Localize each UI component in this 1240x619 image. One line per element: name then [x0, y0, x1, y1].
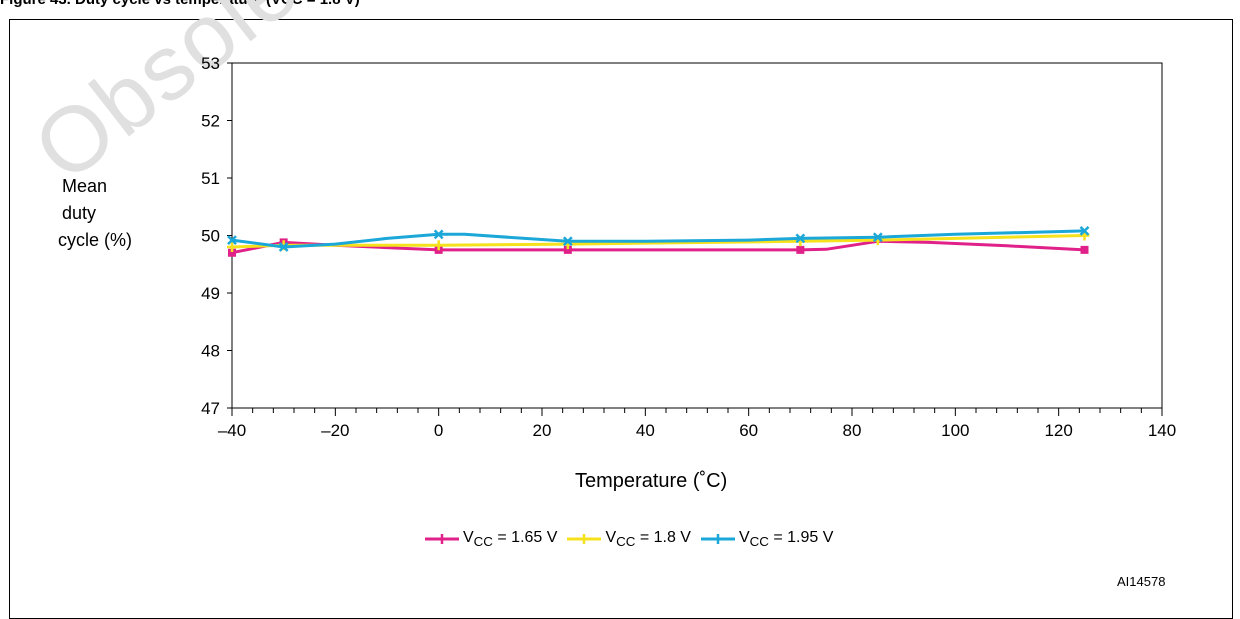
data-point — [795, 233, 806, 244]
y-tick-label: 49 — [201, 284, 220, 303]
figure-id: AI14578 — [1117, 574, 1166, 589]
data-point — [563, 245, 572, 254]
y-axis-label-line: Mean — [62, 176, 108, 196]
legend-swatch — [425, 534, 459, 545]
y-tick-label: 50 — [201, 227, 220, 246]
chart: 47 48 49 50 51 52 53 –40 –20 0 20 40 60 80 100 120 140 — [201, 54, 1176, 440]
x-axis-label: Temperature (˚C) — [575, 470, 728, 492]
data-point — [872, 232, 883, 243]
y-tick-label: 52 — [201, 112, 220, 131]
x-tick-label: –40 — [218, 421, 246, 440]
x-tick-label: 140 — [1148, 421, 1176, 440]
y-axis-label-line: cycle (%) — [58, 230, 133, 250]
data-point — [1079, 226, 1090, 236]
data-point — [227, 235, 237, 245]
x-tick-label: 20 — [533, 421, 552, 440]
x-tick-label: –20 — [321, 421, 349, 440]
legend-item: VCC = 1.65 V — [425, 529, 557, 549]
data-point — [227, 242, 237, 252]
data-point — [562, 236, 573, 247]
figure-caption: Figure 43. Duty cycle vs temperature (VC… — [0, 0, 360, 8]
x-tick-label: 120 — [1044, 421, 1072, 440]
y-tick-label: 47 — [201, 399, 220, 418]
legend-item: VCC = 1.95 V — [700, 529, 834, 550]
legend-item: VCC = 1.8 V — [567, 529, 691, 549]
y-tick-label: 51 — [201, 169, 220, 188]
y-tick-label: 53 — [201, 54, 220, 73]
x-tick-label: 60 — [739, 421, 758, 440]
x-tick-label: 40 — [636, 421, 655, 440]
legend-swatch — [700, 534, 735, 545]
x-tick-label: 100 — [941, 421, 969, 440]
legend-label: VCC = 1.8 V — [605, 529, 691, 550]
legend-label: VCC = 1.65 V — [463, 529, 558, 550]
x-tick-label: 0 — [434, 421, 443, 440]
data-point — [796, 245, 805, 254]
x-tick-label: 80 — [843, 421, 862, 440]
data-point — [1080, 245, 1089, 254]
data-point — [278, 242, 289, 252]
legend-swatch — [567, 534, 602, 545]
y-tick-label: 48 — [201, 342, 220, 361]
y-axis-label-line: duty — [62, 203, 97, 223]
data-point — [228, 248, 236, 257]
data-point — [433, 229, 444, 240]
data-point — [433, 240, 444, 251]
legend: VCC = 1.65 V VCC = 1.8 V VCC = 1.95 V — [425, 529, 833, 549]
legend-label: VCC = 1.95 V — [738, 529, 834, 550]
